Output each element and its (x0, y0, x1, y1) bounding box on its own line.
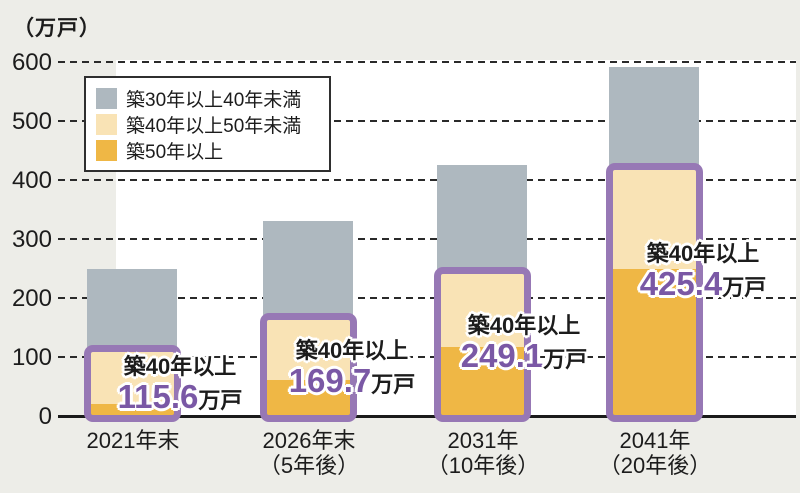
gridline-400 (58, 178, 796, 181)
gridline-100 (58, 355, 796, 358)
callout-value-line: 425.4万戸 (640, 267, 767, 300)
legend-swatch-0 (96, 87, 117, 109)
y-tick-label: 400 (11, 166, 52, 194)
callout-title: 築40年以上 (646, 241, 760, 266)
segment-age50plus (609, 268, 699, 416)
x-axis-label-line: 2031年 (447, 428, 519, 453)
x-axis-label: 2041年 （20年後） (599, 428, 711, 478)
legend-item: 築40年以上50年未満 (96, 111, 319, 137)
callout: 築40年以上 249.1万戸 (461, 313, 588, 373)
callout-value: 249.1 (460, 337, 544, 374)
segment-age30to40 (87, 268, 177, 348)
legend: 築30年以上40年未満 築40年以上50年未満 築50年以上 (84, 76, 331, 172)
y-tick-label: 100 (11, 343, 52, 371)
x-axis-label-line: （20年後） (598, 453, 712, 478)
callout-value-line: 169.7万戸 (289, 364, 416, 397)
legend-label: 築50年以上 (126, 141, 224, 163)
highlight-box (83, 345, 181, 422)
y-tick-label: 500 (11, 107, 52, 135)
segment-age30to40 (437, 164, 527, 269)
highlight-box (605, 162, 703, 422)
legend-item: 築50年以上 (96, 137, 319, 163)
segment-age30to40 (263, 220, 353, 316)
gridline-600 (58, 60, 796, 63)
y-tick-label: 600 (11, 48, 52, 76)
x-axis-label-line: 2041年 (619, 428, 691, 453)
segment-age30to40 (609, 67, 699, 165)
callout-unit: 万戸 (543, 347, 588, 372)
legend-item: 築30年以上40年未満 (96, 85, 319, 111)
x-axis-label-line: 2021年末 (86, 428, 180, 453)
callout-title: 築40年以上 (467, 313, 581, 338)
segment-age40to50 (437, 268, 527, 348)
x-axis-label: 2026年末 （5年後） (259, 428, 359, 478)
callout-value: 169.7 (288, 362, 372, 399)
x-axis-label: 2021年末 (87, 428, 180, 453)
x-axis-label-line: （5年後） (258, 453, 360, 478)
segment-age40to50 (87, 347, 177, 404)
x-axis-label: 2031年 （10年後） (427, 428, 539, 478)
callout-unit: 万戸 (198, 388, 243, 413)
segment-age40to50 (263, 315, 353, 381)
callout: 築40年以上 169.7万戸 (289, 338, 416, 398)
segment-age50plus (437, 347, 527, 416)
callout-unit: 万戸 (371, 372, 416, 397)
callout-unit: 万戸 (722, 275, 767, 300)
gridline-200 (58, 296, 796, 299)
callout-value: 115.6 (117, 378, 199, 415)
x-axis-line (58, 414, 796, 418)
y-tick-label: 0 (38, 402, 52, 430)
callout: 築40年以上 425.4万戸 (640, 241, 767, 301)
gridline-300 (58, 237, 796, 240)
legend-swatch-2 (96, 139, 117, 161)
callout: 築40年以上 115.6万戸 (118, 354, 243, 414)
legend-swatch-1 (96, 113, 117, 135)
highlight-box (259, 313, 357, 422)
callout-value-line: 249.1万戸 (461, 339, 588, 372)
callout-title: 築40年以上 (123, 354, 237, 379)
callout-value-line: 115.6万戸 (118, 380, 243, 413)
y-tick-label: 300 (11, 225, 52, 253)
x-axis-label-line: （10年後） (426, 453, 540, 478)
segment-age40to50 (609, 164, 699, 269)
gridline-500 (58, 119, 796, 122)
callout-value: 425.4 (639, 265, 723, 302)
y-tick-label: 200 (11, 284, 52, 312)
legend-label: 築30年以上40年未満 (126, 89, 302, 111)
segment-age50plus (263, 380, 353, 416)
x-axis-label-line: 2026年末 (262, 428, 356, 453)
callout-title: 築40年以上 (295, 338, 409, 363)
highlight-box (433, 266, 531, 422)
legend-label: 築40年以上50年未満 (126, 115, 302, 137)
segment-age50plus (87, 403, 177, 416)
y-axis-unit-label: （万戸） (13, 17, 101, 40)
